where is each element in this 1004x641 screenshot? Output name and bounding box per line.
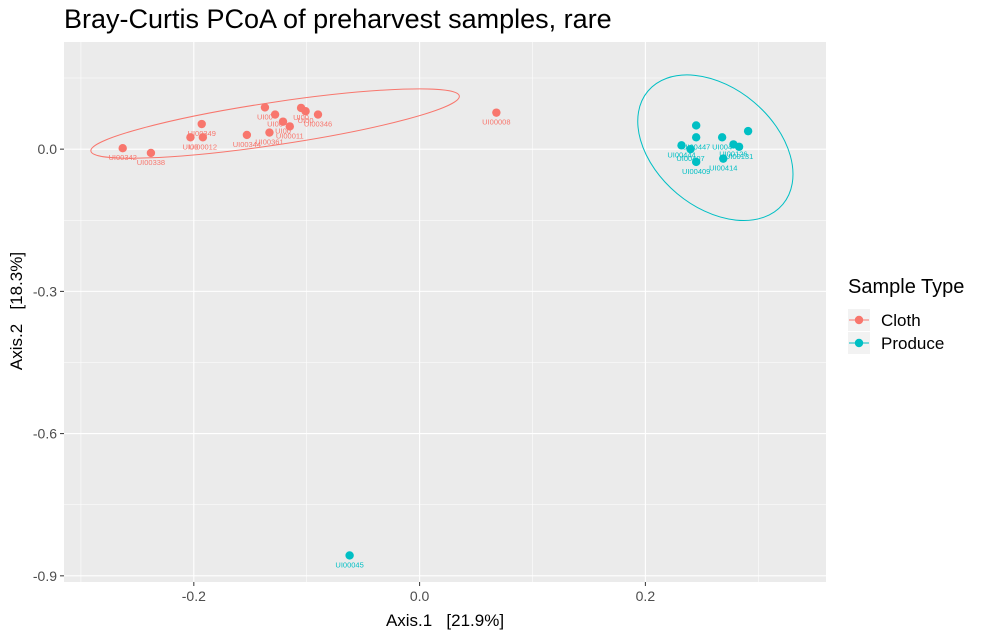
grid-lines [64,42,826,582]
legend-key-point [854,338,864,348]
produce-point [677,141,686,150]
produce-point [691,133,701,142]
legend-label-produce: Produce [881,334,944,353]
produce-point-label: UI00407 [676,154,704,163]
cloth-point [146,148,156,158]
cloth-point-label: UI00346 [304,120,332,129]
legend-label-cloth: Cloth [881,311,921,330]
cloth-point [278,117,288,126]
cloth-point-label: UI00342 [109,153,137,162]
produce-point-label: UI00045 [335,560,363,569]
legend: Sample Type Cloth Produce [848,276,964,354]
x-tick-label: 0.0 [410,588,430,604]
produce-point [686,144,695,154]
produce-point-label: UI00131 [725,152,753,161]
y-tick-label: -0.9 [33,568,57,584]
x-tick-label: -0.2 [182,588,206,604]
data-points [118,103,753,560]
y-tick-label: -0.3 [33,283,57,299]
cloth-point-label: UI00 [267,120,283,129]
produce-point-label: UI00126 [719,149,747,158]
cloth-point [260,103,270,112]
cloth-point [198,133,208,142]
cloth-point [285,122,294,131]
cloth-point [270,110,280,119]
produce-point-label: UI00409 [682,167,710,176]
cloth-point-label: UI00 [275,127,291,136]
cloth-point [492,108,501,117]
produce-point-label: UI00447 [682,142,710,151]
cloth-point [265,128,274,137]
y-tick-label: 0.0 [38,141,58,157]
cloth-point-label: UI00344 [233,140,261,149]
produce-point [345,551,354,560]
produce-point [719,154,728,163]
cloth-point [301,107,310,116]
cloth-point-label: UI00 [183,142,199,151]
cloth-point [313,110,323,119]
legend-key-point [854,315,864,325]
cloth-point-label: UI00349 [188,129,216,138]
cloth-point-label: UI00 [293,113,309,122]
produce-point [734,142,744,151]
cloth-point [242,130,252,140]
axes: -0.2 0.0 0.2 0.0 -0.3 -0.6 -0.9 [33,141,655,604]
x-axis-title: Axis.1 [21.9%] [386,611,504,630]
legend-title: Sample Type [848,276,964,298]
cloth-point [186,133,195,142]
cloth-point [197,119,206,129]
produce-point-label: UI004 [712,142,732,151]
legend-items: Cloth Produce [848,309,944,354]
produce-point [691,157,701,167]
cloth-point-label: UI00012 [189,142,217,151]
cloth-point-label: UI00011 [276,131,304,140]
cloth-point-label: UI00338 [137,158,165,167]
cloth-point-label: UI00008 [482,118,510,127]
cloth-point-label: UI00361 [255,138,283,147]
produce-point [691,121,701,130]
cloth-point-label: UI00 [298,116,314,125]
x-tick-label: 0.2 [636,588,656,604]
produce-point-label: UI00414 [709,164,737,173]
confidence-ellipses [90,74,794,222]
produce-ellipse [637,74,794,222]
plot-panel [64,42,826,582]
y-axis-title: Axis.2 [18.3%] [7,252,26,370]
cloth-point-label: UI00 [257,112,273,121]
produce-point [717,133,727,142]
chart-title: Bray-Curtis PCoA of preharvest samples, … [64,4,612,34]
y-tick-label: -0.6 [33,426,57,442]
produce-point-label: UI00444 [667,150,695,159]
cloth-ellipse [90,88,460,159]
cloth-point [118,143,127,153]
produce-point [743,126,753,136]
